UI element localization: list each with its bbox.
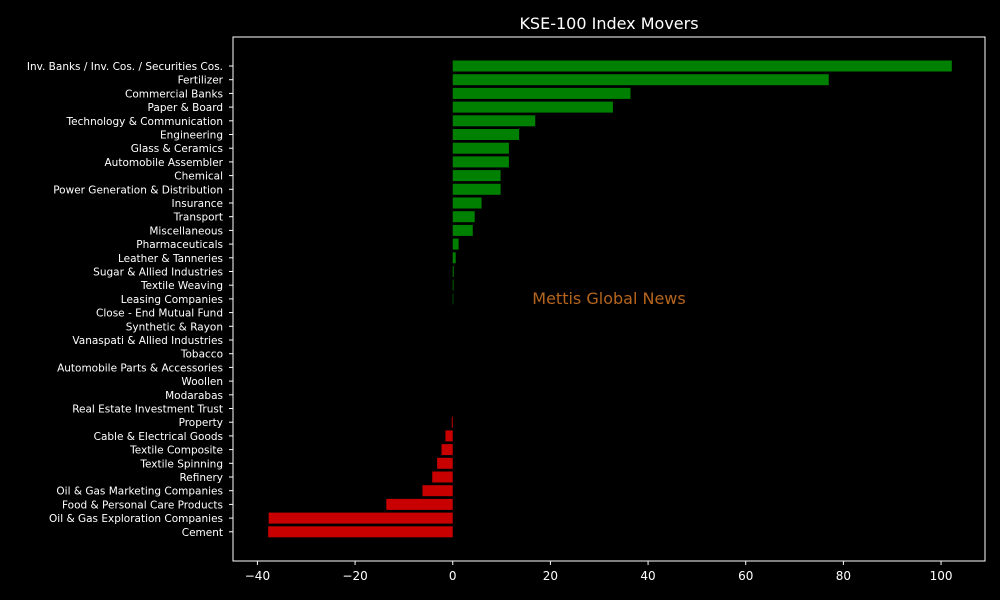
category-label-14: Leather & Tanneries — [118, 253, 223, 265]
bar-group — [268, 60, 952, 538]
category-label-5: Engineering — [160, 130, 223, 142]
x-tick-label-1: −20 — [342, 569, 367, 583]
category-label-4: Technology & Communication — [66, 116, 223, 128]
bar-10 — [452, 197, 482, 209]
bar-8 — [452, 170, 501, 182]
category-label-13: Pharmaceuticals — [136, 239, 223, 251]
bar-28 — [441, 444, 453, 456]
bar-4 — [452, 115, 536, 127]
category-label-25: Real Estate Investment Trust — [72, 404, 223, 416]
bar-5 — [452, 129, 520, 140]
bar-6 — [452, 142, 509, 154]
category-label-3: Paper & Board — [148, 102, 223, 114]
category-label-8: Chemical — [174, 171, 223, 183]
category-label-12: Miscellaneous — [149, 225, 223, 237]
x-tick-label-2: 0 — [449, 569, 457, 583]
category-label-23: Woollen — [181, 376, 223, 388]
bar-30 — [432, 471, 453, 483]
bar-12 — [452, 224, 473, 236]
x-tick-label-7: 100 — [930, 569, 953, 583]
category-label-6: Glass & Ceramics — [131, 143, 223, 155]
bar-31 — [422, 485, 453, 497]
category-label-2: Commercial Banks — [125, 88, 223, 100]
category-label-11: Transport — [173, 212, 223, 224]
bar-29 — [437, 457, 453, 469]
x-tick-label-3: 20 — [543, 569, 558, 583]
bar-27 — [445, 430, 453, 442]
bar-2 — [452, 87, 631, 99]
bar-16 — [452, 279, 454, 291]
bar-1 — [452, 74, 829, 86]
category-label-16: Textile Weaving — [140, 280, 223, 292]
category-label-20: Vanaspati & Allied Industries — [72, 335, 223, 347]
watermark-annotation: Mettis Global News — [532, 289, 685, 308]
bar-33 — [268, 512, 453, 524]
category-label-9: Power Generation & Distribution — [53, 184, 223, 196]
bar-15 — [452, 266, 454, 277]
bar-26 — [451, 416, 453, 428]
category-label-22: Automobile Parts & Accessories — [57, 362, 223, 374]
bar-0 — [452, 60, 952, 72]
category-label-7: Automobile Assembler — [105, 157, 224, 169]
chart-title: KSE-100 Index Movers — [519, 14, 698, 33]
category-label-26: Property — [179, 417, 223, 429]
category-label-31: Oil & Gas Marketing Companies — [56, 486, 223, 498]
bar-32 — [386, 498, 453, 510]
category-label-19: Synthetic & Rayon — [126, 321, 223, 333]
bar-9 — [452, 183, 501, 195]
x-tick-label-5: 60 — [738, 569, 753, 583]
x-tick-label-6: 80 — [836, 569, 851, 583]
category-label-0: Inv. Banks / Inv. Cos. / Securities Cos. — [27, 61, 223, 73]
x-axis-ticks: −40 −20 0 20 40 60 80 100 — [245, 561, 953, 583]
bar-7 — [452, 156, 509, 168]
category-label-1: Fertilizer — [178, 75, 224, 87]
category-label-33: Oil & Gas Exploration Companies — [49, 513, 223, 525]
category-label-34: Cement — [182, 527, 223, 539]
bar-34 — [268, 526, 453, 538]
bar-14 — [452, 252, 456, 264]
category-label-17: Leasing Companies — [121, 294, 223, 306]
bar-3 — [452, 101, 613, 113]
category-label-30: Refinery — [179, 472, 223, 484]
category-label-10: Insurance — [171, 198, 223, 210]
category-label-24: Modarabas — [165, 390, 223, 402]
bar-13 — [452, 238, 459, 250]
category-label-18: Close - End Mutual Fund — [96, 308, 223, 320]
category-label-32: Food & Personal Care Products — [62, 499, 223, 511]
category-label-28: Textile Composite — [129, 445, 223, 457]
bar-11 — [452, 211, 475, 223]
category-label-21: Tobacco — [180, 349, 223, 361]
category-label-15: Sugar & Allied Industries — [93, 267, 223, 279]
category-labels: Inv. Banks / Inv. Cos. / Securities Cos.… — [27, 61, 233, 539]
category-label-29: Textile Spinning — [139, 458, 223, 470]
category-label-27: Cable & Electrical Goods — [94, 431, 223, 443]
x-tick-label-0: −40 — [245, 569, 270, 583]
x-tick-label-4: 40 — [640, 569, 655, 583]
